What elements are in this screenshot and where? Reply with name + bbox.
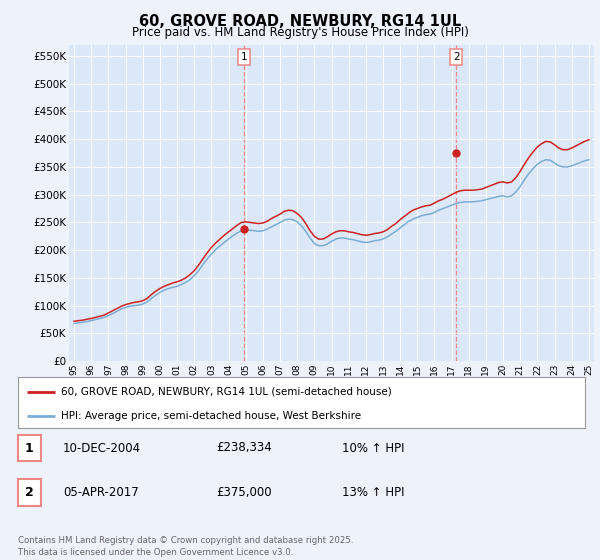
Text: 2: 2 — [25, 486, 34, 500]
Text: 2: 2 — [453, 52, 460, 62]
Text: £375,000: £375,000 — [216, 486, 272, 500]
Text: Contains HM Land Registry data © Crown copyright and database right 2025.
This d: Contains HM Land Registry data © Crown c… — [18, 536, 353, 557]
Text: 1: 1 — [241, 52, 248, 62]
Text: 10% ↑ HPI: 10% ↑ HPI — [342, 441, 404, 455]
Text: HPI: Average price, semi-detached house, West Berkshire: HPI: Average price, semi-detached house,… — [61, 410, 361, 421]
Text: 60, GROVE ROAD, NEWBURY, RG14 1UL (semi-detached house): 60, GROVE ROAD, NEWBURY, RG14 1UL (semi-… — [61, 386, 391, 396]
Text: £238,334: £238,334 — [216, 441, 272, 455]
Text: 1: 1 — [25, 441, 34, 455]
Text: Price paid vs. HM Land Registry's House Price Index (HPI): Price paid vs. HM Land Registry's House … — [131, 26, 469, 39]
Text: 60, GROVE ROAD, NEWBURY, RG14 1UL: 60, GROVE ROAD, NEWBURY, RG14 1UL — [139, 14, 461, 29]
Text: 05-APR-2017: 05-APR-2017 — [63, 486, 139, 500]
Text: 10-DEC-2004: 10-DEC-2004 — [63, 441, 141, 455]
Text: 13% ↑ HPI: 13% ↑ HPI — [342, 486, 404, 500]
